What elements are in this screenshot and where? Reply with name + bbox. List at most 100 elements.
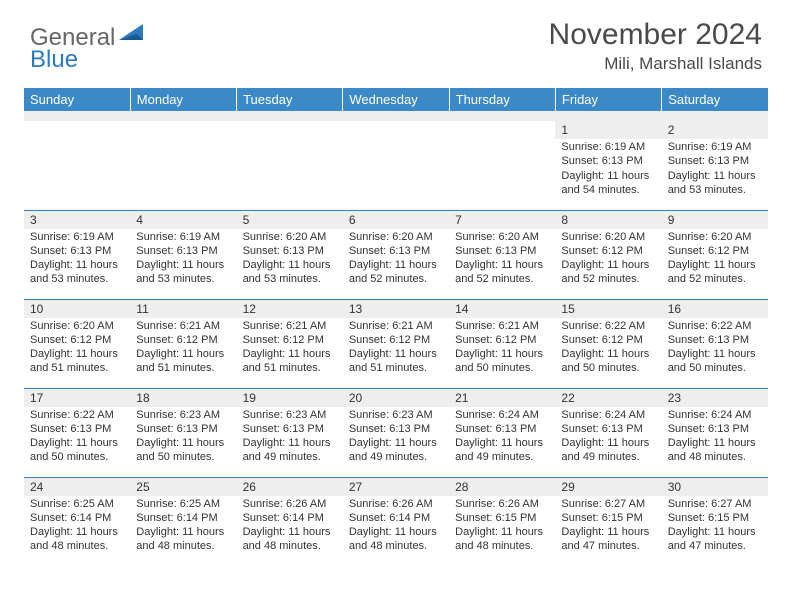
day-details: Sunrise: 6:22 AMSunset: 6:13 PMDaylight:… xyxy=(24,407,130,467)
day-number: 22 xyxy=(555,389,661,407)
day-number: 30 xyxy=(662,478,768,496)
day-details: Sunrise: 6:19 AMSunset: 6:13 PMDaylight:… xyxy=(555,139,661,199)
day-number: 13 xyxy=(343,300,449,318)
calendar-day-cell: 10Sunrise: 6:20 AMSunset: 6:12 PMDayligh… xyxy=(24,299,130,388)
day-number: 28 xyxy=(449,478,555,496)
calendar-week-row: 1Sunrise: 6:19 AMSunset: 6:13 PMDaylight… xyxy=(24,121,768,210)
logo-triangle-icon xyxy=(119,22,147,47)
calendar-empty-cell xyxy=(24,121,130,210)
day-details: Sunrise: 6:20 AMSunset: 6:12 PMDaylight:… xyxy=(555,229,661,289)
day-details: Sunrise: 6:19 AMSunset: 6:13 PMDaylight:… xyxy=(130,229,236,289)
calendar-week-row: 10Sunrise: 6:20 AMSunset: 6:12 PMDayligh… xyxy=(24,299,768,388)
weekday-header: Sunday xyxy=(24,88,130,111)
calendar-empty-cell xyxy=(237,121,343,210)
day-details: Sunrise: 6:21 AMSunset: 6:12 PMDaylight:… xyxy=(130,318,236,378)
calendar-day-cell: 15Sunrise: 6:22 AMSunset: 6:12 PMDayligh… xyxy=(555,299,661,388)
calendar-day-cell: 28Sunrise: 6:26 AMSunset: 6:15 PMDayligh… xyxy=(449,477,555,566)
day-details: Sunrise: 6:23 AMSunset: 6:13 PMDaylight:… xyxy=(130,407,236,467)
calendar-day-cell: 12Sunrise: 6:21 AMSunset: 6:12 PMDayligh… xyxy=(237,299,343,388)
day-details: Sunrise: 6:21 AMSunset: 6:12 PMDaylight:… xyxy=(343,318,449,378)
calendar-day-cell: 4Sunrise: 6:19 AMSunset: 6:13 PMDaylight… xyxy=(130,210,236,299)
calendar-day-cell: 25Sunrise: 6:25 AMSunset: 6:14 PMDayligh… xyxy=(130,477,236,566)
month-title: November 2024 xyxy=(549,18,762,52)
day-number: 29 xyxy=(555,478,661,496)
day-details: Sunrise: 6:21 AMSunset: 6:12 PMDaylight:… xyxy=(237,318,343,378)
calendar-day-cell: 30Sunrise: 6:27 AMSunset: 6:15 PMDayligh… xyxy=(662,477,768,566)
calendar-day-cell: 9Sunrise: 6:20 AMSunset: 6:12 PMDaylight… xyxy=(662,210,768,299)
day-number: 15 xyxy=(555,300,661,318)
day-details: Sunrise: 6:20 AMSunset: 6:13 PMDaylight:… xyxy=(237,229,343,289)
weekday-header: Thursday xyxy=(449,88,555,111)
calendar-day-cell: 13Sunrise: 6:21 AMSunset: 6:12 PMDayligh… xyxy=(343,299,449,388)
day-number: 4 xyxy=(130,211,236,229)
calendar-day-cell: 16Sunrise: 6:22 AMSunset: 6:13 PMDayligh… xyxy=(662,299,768,388)
calendar-day-cell: 22Sunrise: 6:24 AMSunset: 6:13 PMDayligh… xyxy=(555,388,661,477)
day-number: 16 xyxy=(662,300,768,318)
day-details: Sunrise: 6:22 AMSunset: 6:12 PMDaylight:… xyxy=(555,318,661,378)
day-number: 23 xyxy=(662,389,768,407)
calendar-day-cell: 3Sunrise: 6:19 AMSunset: 6:13 PMDaylight… xyxy=(24,210,130,299)
calendar-day-cell: 20Sunrise: 6:23 AMSunset: 6:13 PMDayligh… xyxy=(343,388,449,477)
day-number: 27 xyxy=(343,478,449,496)
day-details: Sunrise: 6:20 AMSunset: 6:13 PMDaylight:… xyxy=(449,229,555,289)
calendar-day-cell: 26Sunrise: 6:26 AMSunset: 6:14 PMDayligh… xyxy=(237,477,343,566)
calendar-day-cell: 18Sunrise: 6:23 AMSunset: 6:13 PMDayligh… xyxy=(130,388,236,477)
day-details: Sunrise: 6:25 AMSunset: 6:14 PMDaylight:… xyxy=(24,496,130,556)
calendar-day-cell: 29Sunrise: 6:27 AMSunset: 6:15 PMDayligh… xyxy=(555,477,661,566)
day-details: Sunrise: 6:20 AMSunset: 6:13 PMDaylight:… xyxy=(343,229,449,289)
weekday-header: Monday xyxy=(130,88,236,111)
day-details: Sunrise: 6:24 AMSunset: 6:13 PMDaylight:… xyxy=(449,407,555,467)
calendar-day-cell: 11Sunrise: 6:21 AMSunset: 6:12 PMDayligh… xyxy=(130,299,236,388)
calendar-empty-cell xyxy=(449,121,555,210)
day-details: Sunrise: 6:24 AMSunset: 6:13 PMDaylight:… xyxy=(555,407,661,467)
calendar-day-cell: 2Sunrise: 6:19 AMSunset: 6:13 PMDaylight… xyxy=(662,121,768,210)
weekday-header: Saturday xyxy=(662,88,768,111)
day-number: 10 xyxy=(24,300,130,318)
calendar-empty-cell xyxy=(343,121,449,210)
day-number: 14 xyxy=(449,300,555,318)
day-details: Sunrise: 6:25 AMSunset: 6:14 PMDaylight:… xyxy=(130,496,236,556)
calendar-day-cell: 5Sunrise: 6:20 AMSunset: 6:13 PMDaylight… xyxy=(237,210,343,299)
calendar-day-cell: 8Sunrise: 6:20 AMSunset: 6:12 PMDaylight… xyxy=(555,210,661,299)
day-details: Sunrise: 6:20 AMSunset: 6:12 PMDaylight:… xyxy=(662,229,768,289)
day-details: Sunrise: 6:23 AMSunset: 6:13 PMDaylight:… xyxy=(343,407,449,467)
day-number: 1 xyxy=(555,121,661,139)
day-number: 21 xyxy=(449,389,555,407)
calendar-day-cell: 14Sunrise: 6:21 AMSunset: 6:12 PMDayligh… xyxy=(449,299,555,388)
calendar-table: Sunday Monday Tuesday Wednesday Thursday… xyxy=(24,88,768,566)
calendar-day-cell: 24Sunrise: 6:25 AMSunset: 6:14 PMDayligh… xyxy=(24,477,130,566)
day-details: Sunrise: 6:27 AMSunset: 6:15 PMDaylight:… xyxy=(662,496,768,556)
day-details: Sunrise: 6:20 AMSunset: 6:12 PMDaylight:… xyxy=(24,318,130,378)
day-number: 3 xyxy=(24,211,130,229)
day-number: 18 xyxy=(130,389,236,407)
day-details: Sunrise: 6:19 AMSunset: 6:13 PMDaylight:… xyxy=(24,229,130,289)
header-spacer-row xyxy=(24,111,768,121)
day-details: Sunrise: 6:21 AMSunset: 6:12 PMDaylight:… xyxy=(449,318,555,378)
day-details: Sunrise: 6:19 AMSunset: 6:13 PMDaylight:… xyxy=(662,139,768,199)
calendar-day-cell: 17Sunrise: 6:22 AMSunset: 6:13 PMDayligh… xyxy=(24,388,130,477)
calendar-week-row: 24Sunrise: 6:25 AMSunset: 6:14 PMDayligh… xyxy=(24,477,768,566)
calendar-week-row: 17Sunrise: 6:22 AMSunset: 6:13 PMDayligh… xyxy=(24,388,768,477)
day-number: 5 xyxy=(237,211,343,229)
day-number: 2 xyxy=(662,121,768,139)
day-details: Sunrise: 6:24 AMSunset: 6:13 PMDaylight:… xyxy=(662,407,768,467)
day-number: 17 xyxy=(24,389,130,407)
day-details: Sunrise: 6:22 AMSunset: 6:13 PMDaylight:… xyxy=(662,318,768,378)
day-number: 20 xyxy=(343,389,449,407)
day-number: 9 xyxy=(662,211,768,229)
day-number: 25 xyxy=(130,478,236,496)
calendar-day-cell: 19Sunrise: 6:23 AMSunset: 6:13 PMDayligh… xyxy=(237,388,343,477)
day-details: Sunrise: 6:27 AMSunset: 6:15 PMDaylight:… xyxy=(555,496,661,556)
day-number: 26 xyxy=(237,478,343,496)
title-block: November 2024 Mili, Marshall Islands xyxy=(549,18,762,74)
weekday-header: Wednesday xyxy=(343,88,449,111)
calendar-day-cell: 23Sunrise: 6:24 AMSunset: 6:13 PMDayligh… xyxy=(662,388,768,477)
weekday-header-row: Sunday Monday Tuesday Wednesday Thursday… xyxy=(24,88,768,111)
header: General Blue November 2024 Mili, Marshal… xyxy=(0,0,792,78)
weekday-header: Tuesday xyxy=(237,88,343,111)
calendar-day-cell: 21Sunrise: 6:24 AMSunset: 6:13 PMDayligh… xyxy=(449,388,555,477)
day-number: 19 xyxy=(237,389,343,407)
calendar-day-cell: 6Sunrise: 6:20 AMSunset: 6:13 PMDaylight… xyxy=(343,210,449,299)
calendar-day-cell: 1Sunrise: 6:19 AMSunset: 6:13 PMDaylight… xyxy=(555,121,661,210)
day-details: Sunrise: 6:26 AMSunset: 6:14 PMDaylight:… xyxy=(237,496,343,556)
